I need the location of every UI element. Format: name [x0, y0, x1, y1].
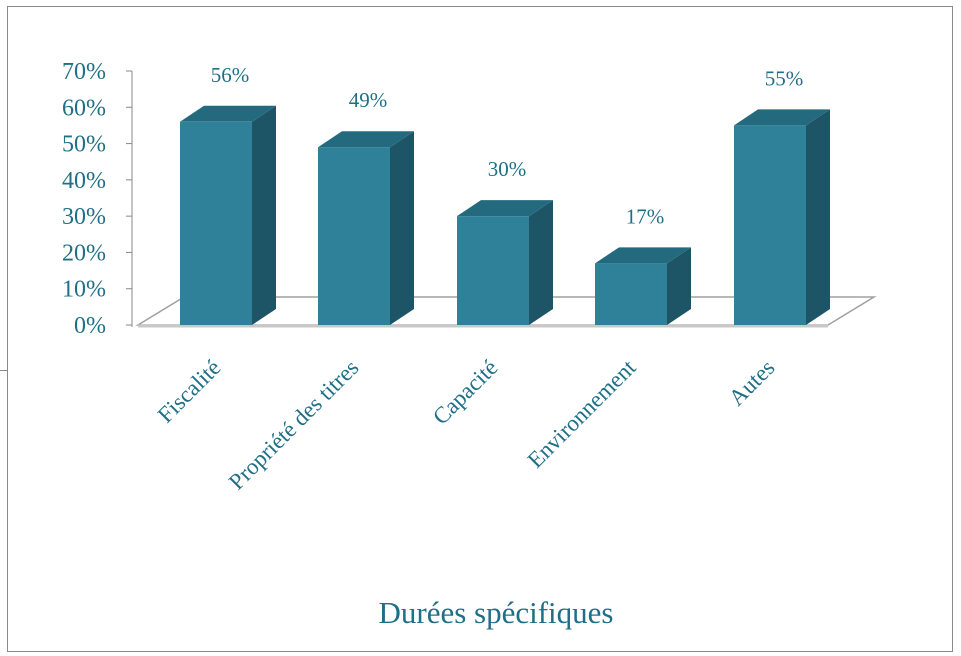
frame-edge — [0, 370, 7, 371]
y-tick-label: 60% — [62, 95, 106, 121]
x-tick-label: Fiscalité — [153, 355, 226, 428]
data-label: 55% — [765, 66, 804, 90]
data-labels: 56% 49% 30% 17% 55% — [211, 63, 804, 229]
bar — [457, 216, 529, 325]
bar — [734, 125, 806, 325]
bar-top — [595, 247, 691, 264]
chart-frame: 0% 10% 20% 30% 40% 50% 60% 70% 56% 49% 30% 17% 55% … — [7, 6, 953, 652]
y-axis: 0% 10% 20% 30% 40% 50% 60% 70% — [62, 59, 133, 339]
data-label: 49% — [349, 88, 388, 112]
bar — [318, 147, 390, 325]
bar-side — [806, 109, 830, 325]
y-tick-label: 10% — [62, 277, 106, 303]
y-tick-label: 0% — [74, 313, 106, 339]
chart-title: Durées spécifiques — [379, 595, 614, 630]
y-tick-label: 50% — [62, 132, 106, 158]
bar-side — [252, 105, 276, 325]
y-tick-label: 20% — [62, 240, 106, 266]
bar-top — [318, 131, 414, 148]
x-tick-label: Environnement — [523, 354, 641, 472]
chart: 0%10%20%30%40%50%60%70% 56%49%30%17%55% … — [62, 59, 877, 630]
x-tick-label: Propriété des titres — [224, 355, 364, 495]
bar — [595, 263, 667, 325]
y-tick-label: 30% — [62, 204, 106, 230]
bar-top — [180, 105, 276, 122]
bars — [180, 105, 830, 325]
data-label: 56% — [211, 63, 250, 87]
bar-side — [529, 200, 553, 325]
data-label: 17% — [626, 204, 665, 228]
bar-side — [667, 247, 691, 325]
bar-top — [457, 200, 553, 217]
bar-side — [390, 131, 414, 325]
bar — [180, 121, 252, 325]
y-tick-label: 70% — [62, 59, 106, 85]
data-label: 30% — [488, 157, 527, 181]
x-tick-label: Autes — [724, 355, 780, 411]
bar-top — [734, 109, 830, 126]
y-tick-label: 40% — [62, 168, 106, 194]
x-tick-label: Capacité — [428, 355, 503, 430]
